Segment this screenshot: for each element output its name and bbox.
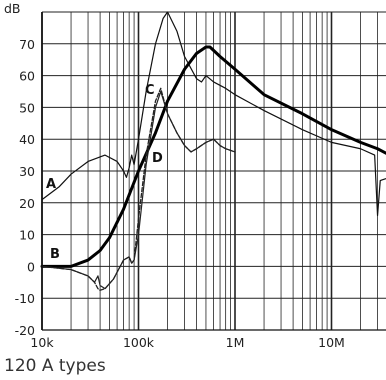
y-tick-label: 40 <box>19 132 35 147</box>
series-lines <box>40 11 386 291</box>
y-tick-label: 50 <box>19 100 35 115</box>
x-tick-label: 1M <box>226 335 245 350</box>
y-tick-label: 10 <box>19 228 35 243</box>
series-label-a: A <box>46 177 56 192</box>
y-tick-label: 0 <box>27 259 35 274</box>
x-tick-label: 10M <box>318 335 345 350</box>
series-labels: A B C D <box>46 83 163 262</box>
series-label-b: B <box>50 247 60 262</box>
y-tick-label: 30 <box>19 164 35 179</box>
chart-plot: -20 -10 0 10 20 30 40 50 60 70 10k 100k 1M 10M A B C D d… <box>4 1 386 350</box>
x-tick-label: 100k <box>123 335 155 350</box>
axes: -20 -10 0 10 20 30 40 50 60 70 10k 100k 1M 10M <box>15 12 386 350</box>
y-tick-label: 70 <box>19 37 35 52</box>
x-tick-label: 10k <box>30 335 54 350</box>
series-line-d <box>41 90 236 290</box>
series-label-d: D <box>152 151 163 166</box>
y-tick-label: -20 <box>15 323 35 338</box>
y-axis-label: dB <box>4 1 21 16</box>
series-label-c: C <box>145 83 155 98</box>
chart-caption: 120 A types <box>4 356 106 376</box>
series-line-b <box>40 45 386 268</box>
series-line-a <box>41 11 386 217</box>
y-tick-label: 60 <box>19 69 35 84</box>
y-tick-label: -10 <box>15 291 35 306</box>
y-tick-label: 20 <box>19 196 35 211</box>
